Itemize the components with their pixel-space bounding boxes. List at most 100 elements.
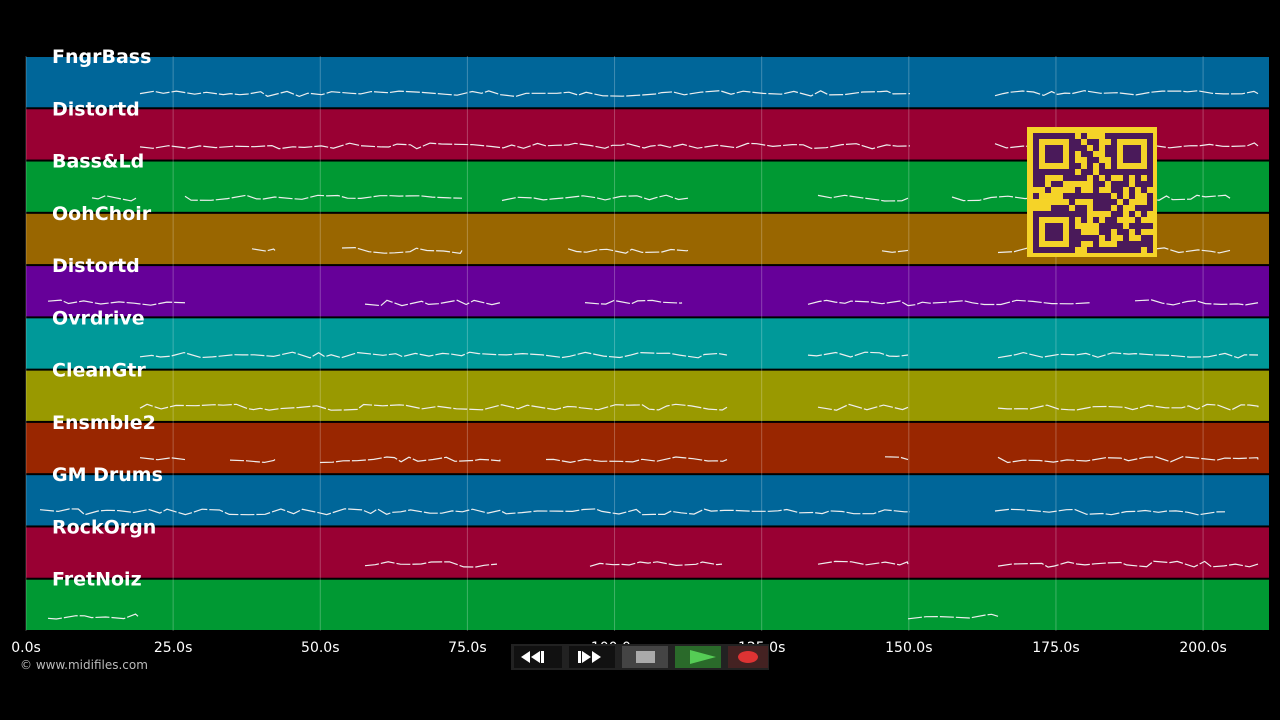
qr-cell xyxy=(1099,205,1105,211)
qr-cell xyxy=(1117,193,1123,199)
qr-cell xyxy=(1087,163,1093,169)
qr-cell xyxy=(1129,211,1135,217)
note-trace xyxy=(884,456,909,461)
note-trace xyxy=(341,246,463,254)
note-trace xyxy=(997,403,1259,411)
qr-cell xyxy=(1147,205,1153,211)
track-name: Distortd xyxy=(52,255,140,277)
qr-cell xyxy=(1081,217,1087,223)
x-tick-label: 200.0s xyxy=(1179,640,1226,656)
qr-cell xyxy=(1135,205,1141,211)
qr-cell xyxy=(1129,187,1135,193)
qr-cell xyxy=(1105,205,1111,211)
x-tick-label: 0.0s xyxy=(11,640,41,656)
qr-cell xyxy=(1117,187,1123,193)
note-trace xyxy=(994,508,1226,516)
qr-cell xyxy=(1051,181,1057,187)
note-trace xyxy=(139,351,728,359)
qr-cell xyxy=(1135,229,1141,235)
qr-finder xyxy=(1123,145,1141,163)
track-name: FretNoiz xyxy=(52,569,142,591)
qr-cell xyxy=(1081,175,1087,181)
qr-cell xyxy=(1129,247,1135,253)
qr-cell xyxy=(1039,181,1045,187)
note-trace xyxy=(907,613,999,620)
qr-cell xyxy=(1111,211,1117,217)
note-trace xyxy=(817,194,909,202)
qr-cell xyxy=(1111,217,1117,223)
qr-cell xyxy=(1075,187,1081,193)
qr-code xyxy=(1027,127,1157,257)
qr-cell xyxy=(1075,229,1081,235)
qr-finder xyxy=(1045,145,1063,163)
track-name: OohChoir xyxy=(52,203,152,225)
note-trace xyxy=(567,248,689,254)
stop-button[interactable] xyxy=(622,646,668,668)
qr-cell xyxy=(1081,235,1087,241)
qr-cell xyxy=(1111,199,1117,205)
qr-cell xyxy=(1075,241,1081,247)
qr-cell xyxy=(1093,199,1099,205)
note-trace xyxy=(251,248,276,252)
forward-button[interactable] xyxy=(569,646,615,668)
qr-cell xyxy=(1117,205,1123,211)
note-trace xyxy=(184,194,463,201)
qr-cell xyxy=(1123,175,1129,181)
qr-cell xyxy=(1147,223,1153,229)
track-band xyxy=(26,370,1269,421)
qr-cell xyxy=(1117,211,1123,217)
track-band xyxy=(26,266,1269,317)
note-trace xyxy=(139,90,911,98)
qr-cell xyxy=(1141,235,1147,241)
qr-cell xyxy=(1099,193,1105,199)
qr-cell xyxy=(1093,175,1099,181)
qr-cell xyxy=(1057,205,1063,211)
qr-cell xyxy=(1105,151,1111,157)
controls xyxy=(511,644,769,670)
qr-cell xyxy=(1087,169,1093,175)
qr-cell xyxy=(1135,223,1141,229)
qr-cell xyxy=(1075,193,1081,199)
note-trace xyxy=(47,613,139,620)
qr-cell xyxy=(1105,223,1111,229)
track-band xyxy=(26,422,1269,474)
qr-cell xyxy=(1105,145,1111,151)
qr-cell xyxy=(1093,181,1099,187)
qr-cell xyxy=(1147,181,1153,187)
note-trace xyxy=(47,299,186,306)
qr-cell xyxy=(1105,193,1111,199)
note-trace xyxy=(1134,299,1259,306)
qr-cell xyxy=(1147,241,1153,247)
qr-cell xyxy=(1147,175,1153,181)
qr-cell xyxy=(1147,193,1153,199)
note-trace xyxy=(39,508,911,516)
qr-cell xyxy=(1075,211,1081,217)
qr-cell xyxy=(1123,229,1129,235)
qr-cell xyxy=(1069,175,1075,181)
note-trace xyxy=(807,299,1091,307)
qr-cell xyxy=(1033,181,1039,187)
qr-cell xyxy=(1147,247,1153,253)
note-trace xyxy=(997,456,1259,464)
qr-cell xyxy=(1081,169,1087,175)
qr-cell xyxy=(1117,181,1123,187)
qr-cell xyxy=(1063,193,1069,199)
qr-cell xyxy=(1099,181,1105,187)
qr-cell xyxy=(1087,157,1093,163)
qr-cell xyxy=(1105,199,1111,205)
qr-cell xyxy=(1045,187,1051,193)
qr-cell xyxy=(1111,187,1117,193)
qr-cell xyxy=(1051,205,1057,211)
rewind-button[interactable] xyxy=(514,646,562,668)
qr-cell xyxy=(1117,229,1123,235)
qr-cell xyxy=(1141,211,1147,217)
record-button[interactable] xyxy=(728,646,768,668)
track-name: CleanGtr xyxy=(52,360,146,382)
qr-finder xyxy=(1111,133,1153,175)
track-band xyxy=(26,475,1269,526)
note-trace xyxy=(229,459,276,464)
note-trace xyxy=(997,351,1259,359)
play-button[interactable] xyxy=(675,646,721,668)
qr-cell xyxy=(1123,181,1129,187)
